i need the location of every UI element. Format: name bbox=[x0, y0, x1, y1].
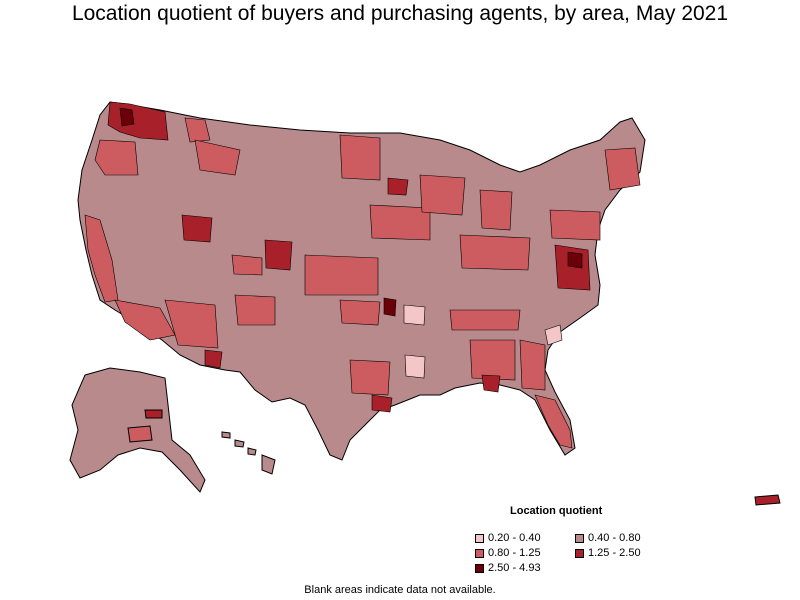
region-tucson bbox=[204, 349, 223, 369]
legend-swatch-4 bbox=[475, 563, 484, 573]
region-texas-houston bbox=[371, 394, 393, 413]
footnote: Blank areas indicate data not available. bbox=[304, 584, 496, 596]
region-bentonville bbox=[383, 297, 397, 317]
region-utah bbox=[181, 214, 213, 243]
hawaii bbox=[221, 431, 276, 475]
puerto-rico bbox=[754, 494, 781, 506]
alaska bbox=[69, 367, 206, 493]
region-texas-east bbox=[349, 359, 391, 396]
legend-item-2: 0.80 - 1.25 bbox=[475, 547, 541, 559]
region-wisconsin bbox=[419, 174, 466, 216]
legend-item-4: 2.50 - 4.93 bbox=[475, 562, 541, 574]
legend-swatch-1 bbox=[575, 533, 584, 543]
legend-label-0: 0.20 - 0.40 bbox=[488, 532, 541, 544]
region-boise bbox=[194, 139, 241, 176]
region-new-england bbox=[604, 147, 641, 191]
region-pennsylvania bbox=[549, 209, 601, 241]
region-michigan bbox=[479, 189, 513, 231]
region-colorado-denver bbox=[264, 239, 293, 271]
legend-swatch-2 bbox=[475, 548, 484, 558]
legend-title: Location quotient bbox=[510, 505, 603, 517]
puerto-rico-outline bbox=[754, 494, 781, 506]
region-light-mississippi bbox=[404, 354, 426, 379]
region-southern-california bbox=[114, 299, 176, 341]
region-new-mexico bbox=[234, 294, 276, 326]
region-alabama bbox=[469, 339, 516, 381]
region-kansas bbox=[304, 254, 379, 296]
legend-label-2: 0.80 - 1.25 bbox=[488, 547, 541, 559]
legend-swatch-3 bbox=[575, 548, 584, 558]
region-colorado-south bbox=[231, 254, 263, 276]
region-dc bbox=[567, 251, 583, 269]
legend-label-3: 1.25 - 2.50 bbox=[588, 547, 641, 559]
region-california-coast bbox=[84, 214, 119, 303]
region-minneapolis bbox=[387, 177, 409, 196]
shaded-regions bbox=[84, 101, 641, 449]
region-light-carolina bbox=[544, 324, 563, 346]
region-tennessee bbox=[449, 309, 521, 331]
region-ohio-indiana bbox=[459, 234, 531, 271]
region-mobile bbox=[481, 374, 501, 393]
alaska-anchorage bbox=[127, 425, 153, 443]
region-iowa bbox=[369, 204, 431, 241]
legend-item-1: 0.40 - 0.80 bbox=[575, 532, 641, 544]
legend-item-0: 0.20 - 0.40 bbox=[475, 532, 541, 544]
hawaii-island-1 bbox=[221, 431, 231, 439]
region-virginia bbox=[554, 244, 591, 291]
legend-swatch-0 bbox=[475, 533, 484, 543]
region-idaho bbox=[184, 117, 211, 143]
hawaii-island-4 bbox=[261, 454, 276, 475]
region-georgia bbox=[519, 339, 546, 391]
alaska-fairbanks bbox=[144, 409, 163, 419]
region-oregon bbox=[94, 139, 139, 176]
legend-item-3: 1.25 - 2.50 bbox=[575, 547, 641, 559]
hawaii-island-3 bbox=[247, 447, 257, 456]
legend-label-1: 0.40 - 0.80 bbox=[588, 532, 641, 544]
map-title: Location quotient of buyers and purchasi… bbox=[71, 2, 729, 25]
region-arizona-phoenix bbox=[164, 299, 219, 349]
region-oklahoma bbox=[339, 299, 381, 326]
region-florida bbox=[534, 394, 573, 449]
region-seattle bbox=[119, 107, 135, 127]
legend-label-4: 2.50 - 4.93 bbox=[488, 562, 541, 574]
hawaii-island-2 bbox=[234, 439, 245, 448]
region-minnesota bbox=[339, 134, 381, 181]
region-light-arkansas bbox=[403, 304, 426, 326]
